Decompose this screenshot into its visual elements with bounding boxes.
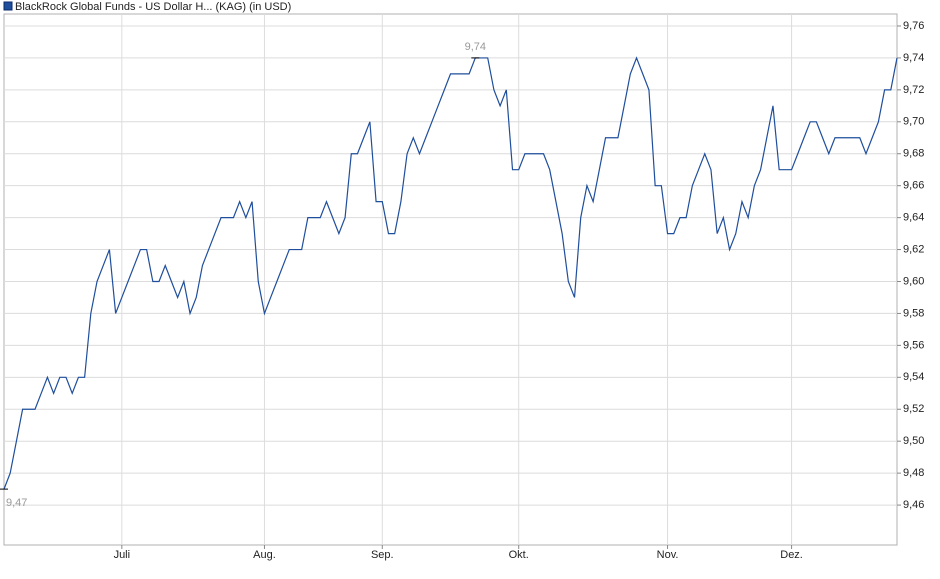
x-tick-label: Okt. bbox=[509, 549, 529, 561]
y-tick-label: 9,52 bbox=[903, 403, 924, 415]
x-tick-label: Aug. bbox=[253, 549, 276, 561]
legend-label: BlackRock Global Funds - US Dollar H... … bbox=[15, 1, 291, 13]
y-tick-label: 9,48 bbox=[903, 467, 924, 479]
annotation-label: 9,74 bbox=[465, 41, 486, 53]
x-tick-label: Juli bbox=[114, 549, 131, 561]
y-tick-label: 9,76 bbox=[903, 20, 924, 32]
y-tick-label: 9,64 bbox=[903, 212, 924, 224]
plot-area bbox=[3, 13, 898, 546]
price-line bbox=[3, 56, 898, 490]
annotation-label: 9,47 bbox=[6, 497, 27, 509]
x-tick-label: Dez. bbox=[780, 549, 803, 561]
legend-swatch bbox=[3, 1, 13, 11]
y-tick-label: 9,54 bbox=[903, 371, 924, 383]
y-tick-label: 9,56 bbox=[903, 339, 924, 351]
y-tick-label: 9,70 bbox=[903, 116, 924, 128]
y-tick-label: 9,60 bbox=[903, 275, 924, 287]
y-tick-label: 9,72 bbox=[903, 84, 924, 96]
y-tick-label: 9,46 bbox=[903, 499, 924, 511]
x-tick-label: Nov. bbox=[657, 549, 679, 561]
y-tick-label: 9,58 bbox=[903, 307, 924, 319]
x-tick-label: Sep. bbox=[371, 549, 394, 561]
y-tick-label: 9,66 bbox=[903, 180, 924, 192]
y-tick-label: 9,74 bbox=[903, 52, 924, 64]
y-tick-label: 9,62 bbox=[903, 243, 924, 255]
y-tick-label: 9,50 bbox=[903, 435, 924, 447]
y-tick-label: 9,68 bbox=[903, 148, 924, 160]
